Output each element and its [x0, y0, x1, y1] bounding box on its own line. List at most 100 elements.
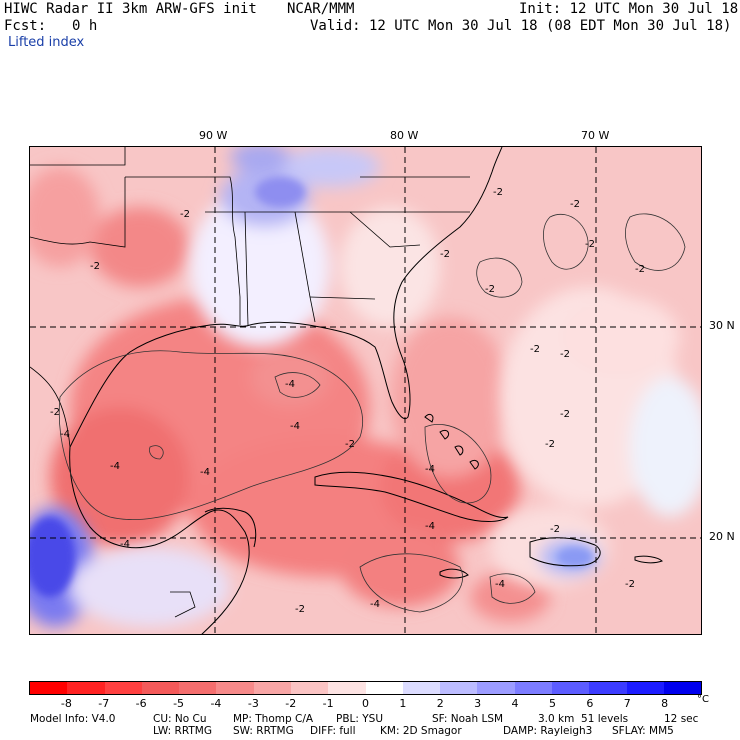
- footer-sw: SW: RRTMG: [233, 725, 294, 737]
- contour-minus4-bahamas: [424, 424, 492, 504]
- colorbar-tick-label: -4: [210, 697, 222, 710]
- contour-minus4-caribbean: [359, 553, 463, 613]
- footer-cu: CU: No Cu: [153, 713, 207, 725]
- lon-label-80w: 80 W: [390, 129, 419, 142]
- state-border: [309, 296, 376, 300]
- contour-label: -2: [50, 407, 60, 418]
- contour-label: -2: [545, 439, 555, 450]
- lifted-index-map: -2 -2 -2 -2 -2 -2 -2 -2 -2 -2 -2 -2 -2 -…: [29, 146, 702, 635]
- contour-label: -2: [295, 604, 305, 615]
- contour-minus2-east: [476, 257, 523, 298]
- contour-minus2-caribbean: [489, 573, 536, 604]
- contour-label: -2: [625, 579, 635, 590]
- colorbar-tick-label: 8: [661, 697, 669, 710]
- state-border: [349, 211, 421, 248]
- contour-label: -2: [570, 199, 580, 210]
- cuba-outline: [314, 471, 509, 522]
- colorbar-segment: [477, 682, 515, 694]
- footer-sf: SF: Noah LSM: [432, 713, 504, 725]
- contour-label: -2: [560, 409, 570, 420]
- init-time: Init: 12 UTC Mon 30 Jul 18: [519, 1, 739, 17]
- contour-label: -2: [90, 261, 100, 272]
- contours: [58, 213, 686, 613]
- lon-label-90w: 90 W: [199, 129, 228, 142]
- contour-label: -4: [120, 539, 130, 550]
- footer-pbl: PBL: YSU: [336, 713, 384, 725]
- colorbar-tick-label: -2: [285, 697, 297, 710]
- lat-label-30n: 30 N: [709, 319, 735, 332]
- contour-label: -2: [550, 524, 560, 535]
- colorbar-segment: [253, 682, 291, 694]
- contour-label: -2: [345, 439, 355, 450]
- organization-label: NCAR/MMM: [287, 1, 355, 17]
- colorbar-segment: [551, 682, 590, 694]
- colorbar-unit: °C: [697, 694, 709, 705]
- unstable-regions: [30, 167, 550, 622]
- colorbar-tick-label: 4: [511, 697, 519, 710]
- contour-label: -4: [200, 467, 210, 478]
- contour-label: -2: [493, 187, 503, 198]
- colorbar-segment: [141, 682, 180, 694]
- contour-label: -4: [60, 429, 70, 440]
- contour-minus2-atlantic: [543, 214, 589, 270]
- contour-small: [149, 445, 164, 460]
- colorbar-segment: [365, 682, 403, 694]
- contour-label: -2: [440, 249, 450, 260]
- colorbar-tick-label: -6: [135, 697, 147, 710]
- contour-label: -4: [425, 521, 435, 532]
- footer-lw: LW: RRTMG: [153, 725, 212, 737]
- colorbar-segment: [514, 682, 552, 694]
- footer-damp: DAMP: Rayleigh3: [503, 725, 593, 737]
- puerto-rico-outline: [634, 555, 663, 564]
- colorbar-segment: [67, 682, 105, 694]
- forecast-hour: 0 h: [72, 18, 98, 34]
- colorbar-tick-label: -7: [98, 697, 110, 710]
- colorbar-tick-label: -5: [173, 697, 185, 710]
- map-canvas: -2 -2 -2 -2 -2 -2 -2 -2 -2 -2 -2 -2 -2 -…: [30, 147, 701, 634]
- colorbar-segment: [290, 682, 329, 694]
- valid-time: Valid: 12 UTC Mon 30 Jul 18 (08 EDT Mon …: [310, 18, 732, 34]
- contour-label: -2: [635, 264, 645, 275]
- footer-sflay: SFLAY: MM5: [612, 725, 674, 737]
- state-border: [244, 211, 249, 326]
- contour-label: -2: [585, 239, 595, 250]
- colorbar-tick-label: 2: [436, 697, 444, 710]
- colorbar-tick-label: -3: [247, 697, 259, 710]
- forecast-label: Fcst:: [4, 18, 47, 34]
- colorbar: [29, 681, 702, 695]
- model-title: HIWC Radar II 3km ARW-GFS init: [4, 1, 257, 17]
- contour-label: -4: [495, 579, 505, 590]
- colorbar-segment: [179, 682, 217, 694]
- contour-label: -4: [370, 599, 380, 610]
- footer-model-info: Model Info: V4.0: [30, 713, 116, 725]
- state-border: [30, 147, 126, 166]
- colorbar-segment: [30, 682, 68, 694]
- colorbar-tick-label: -1: [322, 697, 334, 710]
- contour-label: -2: [560, 349, 570, 360]
- political-borders: [30, 147, 470, 618]
- contour-label: -4: [425, 464, 435, 475]
- contour-label: -4: [290, 421, 300, 432]
- colorbar-segment: [402, 682, 441, 694]
- mexico-coastline: [69, 446, 250, 634]
- lat-label-20n: 20 N: [709, 530, 735, 543]
- state-border: [30, 177, 126, 248]
- colorbar-segment: [626, 682, 664, 694]
- colorbar-tick-label: 0: [362, 697, 369, 710]
- colorbar-segment: [663, 682, 702, 694]
- jamaica-outline: [439, 568, 469, 579]
- footer-diff: DIFF: full: [310, 725, 356, 737]
- colorbar-segment: [216, 682, 254, 694]
- colorbar-segment: [328, 682, 366, 694]
- border-us-mexico: [30, 366, 71, 448]
- colorbar-segment: [104, 682, 142, 694]
- stable-cores: [30, 177, 593, 597]
- footer-mp: MP: Thomp C/A: [233, 713, 314, 725]
- contour-label: -4: [285, 379, 295, 390]
- contour-label: -2: [180, 209, 190, 220]
- field-name: Lifted index: [8, 35, 85, 50]
- contour-minus2-far-east: [625, 213, 686, 271]
- colorbar-tick-label: 1: [399, 697, 407, 710]
- colorbar-segment: [589, 682, 627, 694]
- border-guatemala: [170, 591, 196, 618]
